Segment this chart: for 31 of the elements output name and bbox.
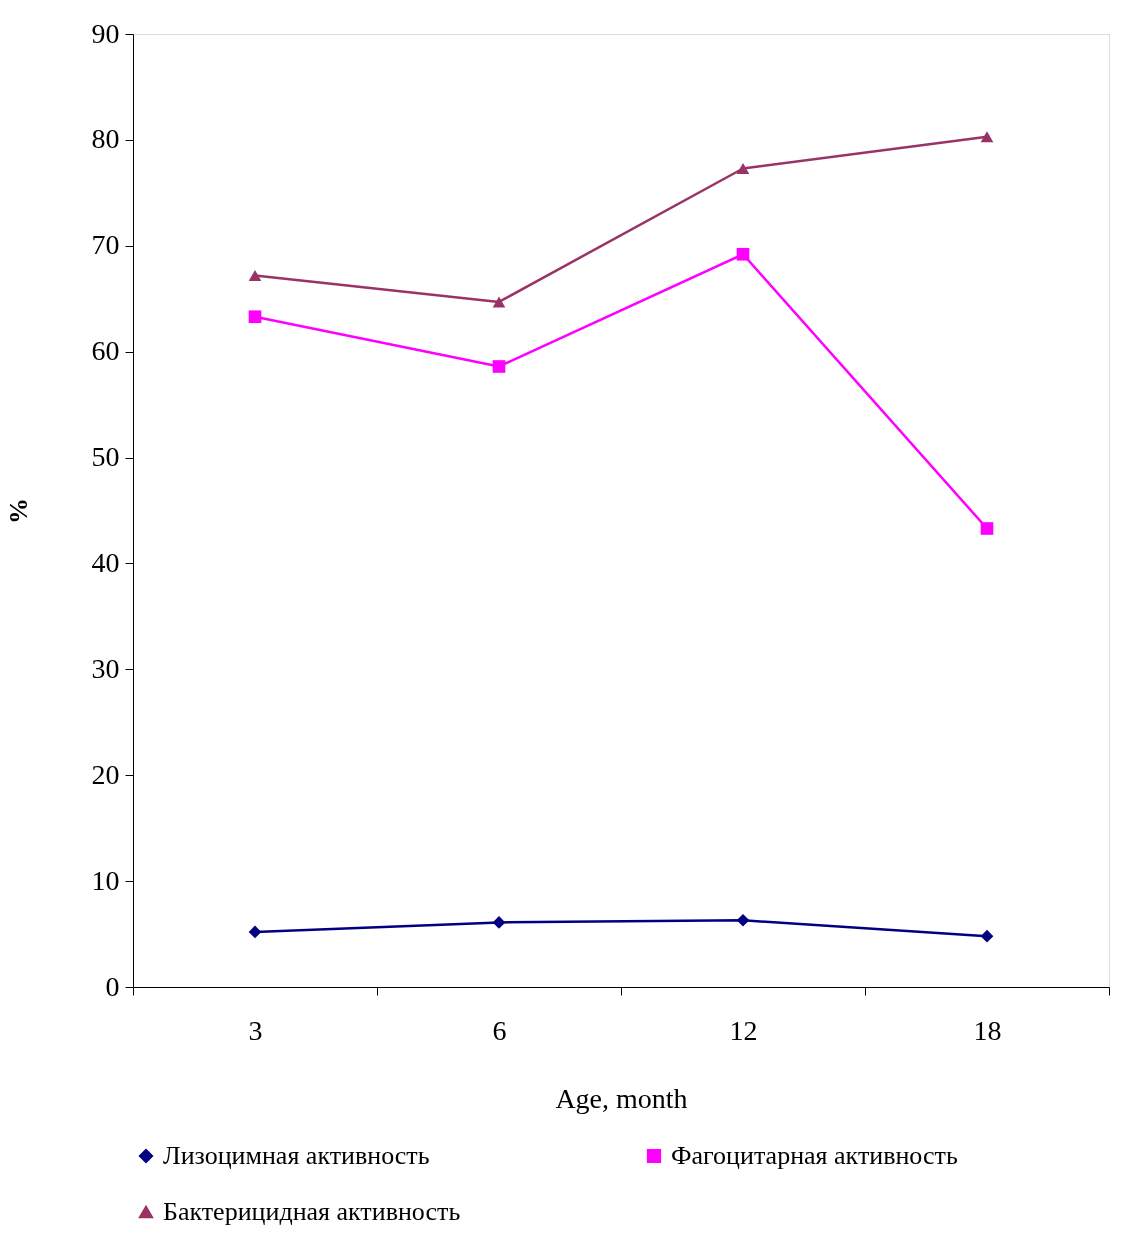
point [980,929,994,943]
y-tick-label: 90 [91,17,120,49]
point [736,913,750,927]
legend-label: Фагоцитарная активность [671,1141,958,1170]
y-tick-label: 70 [91,229,120,261]
point [736,247,750,261]
point [980,131,994,143]
x-tick-label: 3 [248,1014,263,1046]
point [980,522,994,535]
y-tick-label: 10 [91,864,120,896]
point [248,269,262,281]
x-tick-label: 12 [729,1014,758,1046]
x-tick-label: 18 [973,1014,1002,1046]
x-axis-title: Age, month [555,1082,688,1114]
point [492,916,506,929]
legend-label: Бактерицидная активность [163,1197,461,1226]
y-tick-label: 80 [91,123,120,155]
point [736,163,750,174]
y-tick-label: 0 [105,970,120,1002]
point [492,360,506,373]
y-tick-label: 20 [91,758,120,790]
x-tick-label: 6 [492,1014,507,1046]
y-tick-label: 60 [91,335,120,367]
point [248,310,262,324]
y-axis-title: % [3,498,33,524]
y-tick-label: 50 [91,441,120,473]
y-tick-label: 30 [91,652,120,684]
point [248,925,262,939]
y-tick-label: 40 [91,546,120,578]
legend-label: Лизоцимная активность [163,1141,430,1170]
point [492,296,506,308]
